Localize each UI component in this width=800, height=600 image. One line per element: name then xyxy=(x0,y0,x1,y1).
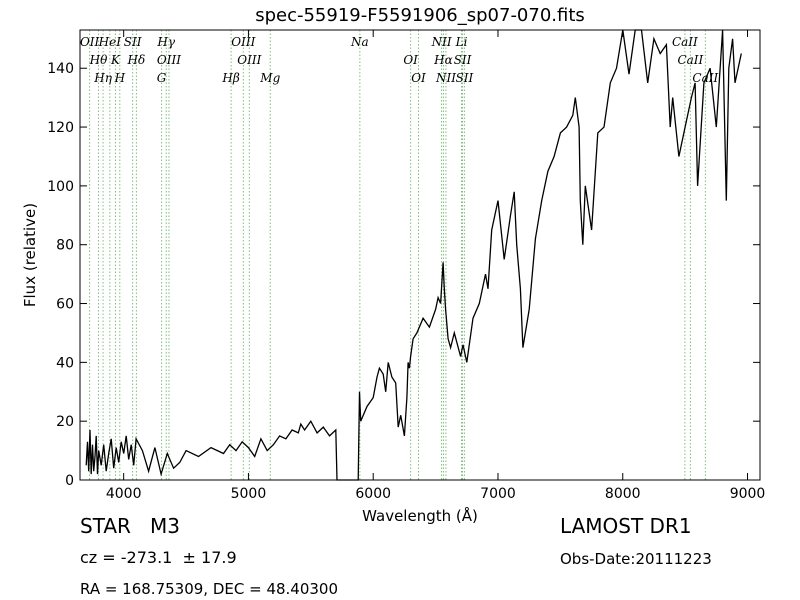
emission-line-label: G xyxy=(157,71,167,85)
y-tick-label: 40 xyxy=(56,355,74,371)
emission-line-label: Hβ xyxy=(221,71,239,85)
coordinates-label: RA = 168.75309, DEC = 48.40300 xyxy=(80,580,339,598)
y-tick-label: 120 xyxy=(47,120,74,136)
x-axis-label: Wavelength (Å) xyxy=(362,506,478,525)
emission-line-label: OIII xyxy=(237,53,261,67)
x-tick-label: 6000 xyxy=(355,486,391,502)
emission-line-label: Hη xyxy=(93,71,112,85)
emission-line-label: K xyxy=(110,53,121,67)
survey-label: LAMOST DR1 xyxy=(560,514,692,538)
emission-line-label: OI xyxy=(411,71,426,85)
emission-line-label: Li xyxy=(455,35,468,49)
y-tick-label: 100 xyxy=(47,179,74,195)
y-tick-label: 140 xyxy=(47,61,74,77)
emission-line-label: Hγ xyxy=(156,35,175,49)
emission-line-label: NII xyxy=(435,71,456,85)
x-tick-label: 4000 xyxy=(106,486,142,502)
axis-ticks: 4000 5000 6000 7000 8000 9000 0 20 40 60 80 100 120 1… xyxy=(47,30,765,502)
emission-line-label: OIII xyxy=(157,53,181,67)
y-tick-label: 20 xyxy=(56,414,74,430)
emission-line-label: CaII xyxy=(677,53,703,67)
y-tick-label: 0 xyxy=(65,473,74,489)
emission-line-label: Hδ xyxy=(127,53,146,67)
y-tick-label: 80 xyxy=(56,238,74,254)
chart-title: spec-55919-F5591906_sp07-070.fits xyxy=(255,5,585,26)
emission-line-label: HeI xyxy=(98,35,122,49)
obs-date-label: Obs-Date:20111223 xyxy=(560,550,712,568)
x-tick-label: 5000 xyxy=(231,486,267,502)
object-subclass-label: M3 xyxy=(150,514,180,538)
emission-line-label: OII xyxy=(80,35,100,49)
spectrum-line xyxy=(85,29,742,481)
emission-line-label: Hθ xyxy=(89,53,108,67)
plot-frame xyxy=(79,29,761,481)
emission-line-label: H xyxy=(114,71,126,85)
emission-line-label: SII xyxy=(454,53,472,67)
emission-line-label: Na xyxy=(350,35,369,49)
emission-line-label: SII xyxy=(124,35,142,49)
y-tick-label: 60 xyxy=(56,297,74,313)
redshift-label: cz = -273.1 ± 17.9 xyxy=(80,548,237,567)
y-axis-label: Flux (relative) xyxy=(21,203,39,307)
emission-line-label: SII xyxy=(456,71,474,85)
emission-line-label: Mg xyxy=(259,71,280,85)
emission-line-label: NII xyxy=(431,35,452,49)
emission-line-label: OI xyxy=(403,53,418,67)
x-tick-label: 9000 xyxy=(730,486,766,502)
x-tick-label: 8000 xyxy=(605,486,641,502)
x-tick-label: 7000 xyxy=(480,486,516,502)
emission-line-label: CaII xyxy=(672,35,698,49)
emission-line-label: Hα xyxy=(433,53,453,67)
emission-line-labels: OII Hθ Hη HeI KH SII Hδ G Hγ OIII Hβ OIII OIII Mg Na OI… xyxy=(80,35,719,85)
emission-line-label: OIII xyxy=(231,35,255,49)
object-class-label: STAR M3 xyxy=(80,514,180,538)
